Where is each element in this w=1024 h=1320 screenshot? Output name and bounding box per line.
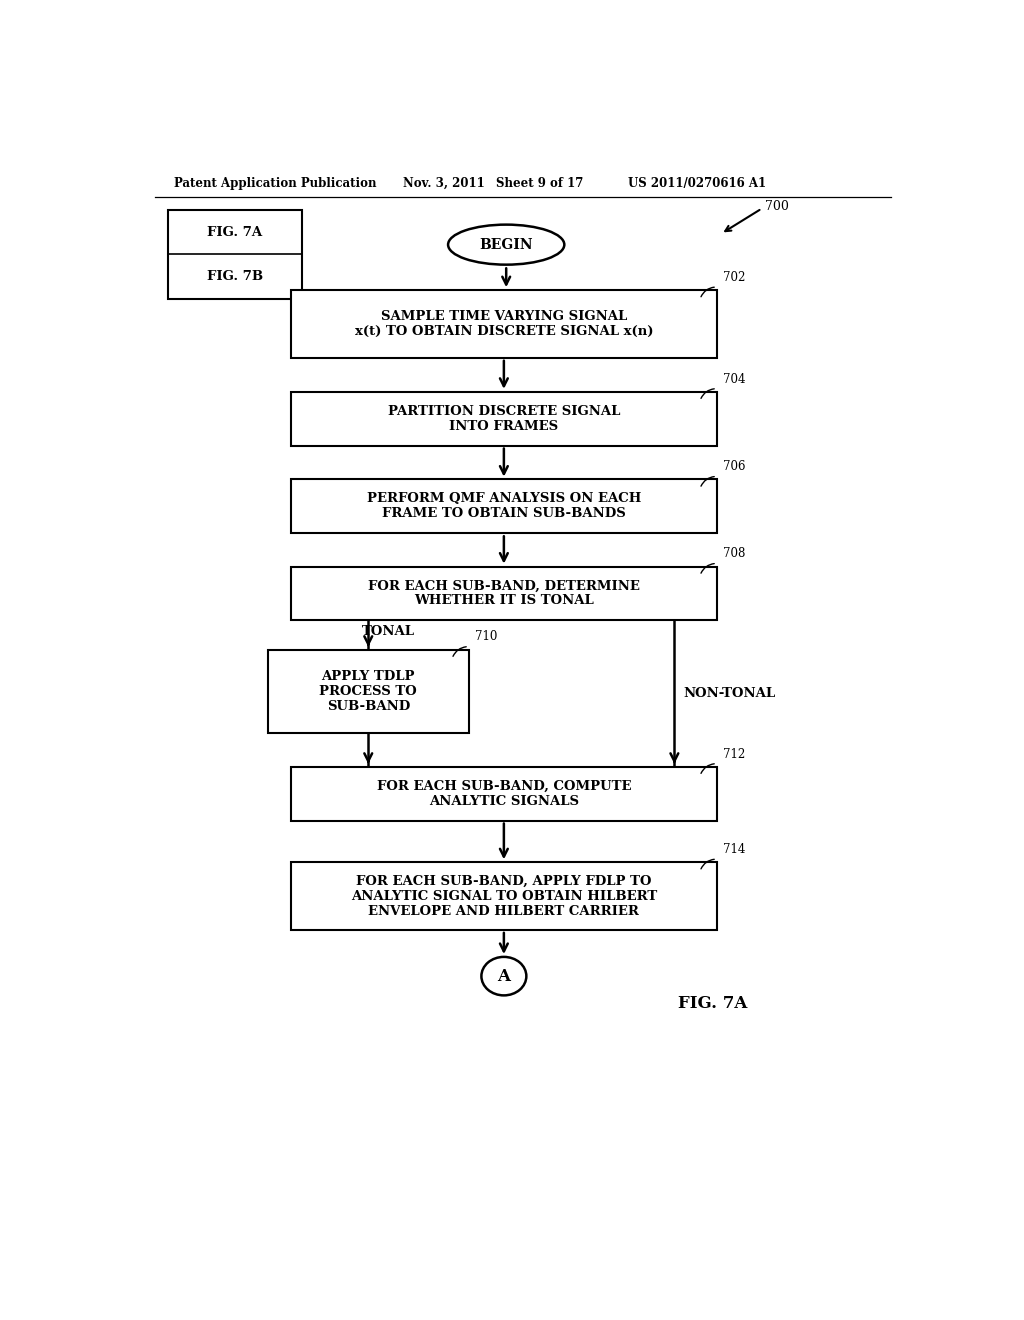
Text: SAMPLE TIME VARYING SIGNAL
x(t) TO OBTAIN DISCRETE SIGNAL x(n): SAMPLE TIME VARYING SIGNAL x(t) TO OBTAI… [354, 310, 653, 338]
FancyBboxPatch shape [291, 290, 717, 358]
Text: FIG. 7A: FIG. 7A [208, 226, 262, 239]
FancyBboxPatch shape [291, 392, 717, 446]
Text: Nov. 3, 2011: Nov. 3, 2011 [403, 177, 485, 190]
Text: FIG. 7B: FIG. 7B [207, 269, 263, 282]
Ellipse shape [449, 224, 564, 264]
Text: 712: 712 [723, 747, 745, 760]
FancyBboxPatch shape [291, 479, 717, 533]
Text: PERFORM QMF ANALYSIS ON EACH
FRAME TO OBTAIN SUB-BANDS: PERFORM QMF ANALYSIS ON EACH FRAME TO OB… [367, 492, 641, 520]
Text: BEGIN: BEGIN [479, 238, 534, 252]
Text: 700: 700 [765, 199, 788, 213]
Text: FOR EACH SUB-BAND, COMPUTE
ANALYTIC SIGNALS: FOR EACH SUB-BAND, COMPUTE ANALYTIC SIGN… [377, 780, 631, 808]
FancyBboxPatch shape [291, 862, 717, 929]
Text: 704: 704 [723, 372, 745, 385]
FancyBboxPatch shape [291, 767, 717, 821]
Ellipse shape [481, 957, 526, 995]
Text: FIG. 7A: FIG. 7A [678, 994, 748, 1011]
Text: 708: 708 [723, 548, 745, 561]
Text: Sheet 9 of 17: Sheet 9 of 17 [496, 177, 584, 190]
Text: A: A [498, 968, 510, 985]
Text: APPLY TDLP
PROCESS TO
SUB-BAND: APPLY TDLP PROCESS TO SUB-BAND [319, 669, 417, 713]
FancyBboxPatch shape [291, 566, 717, 620]
Text: FOR EACH SUB-BAND, DETERMINE
WHETHER IT IS TONAL: FOR EACH SUB-BAND, DETERMINE WHETHER IT … [368, 579, 640, 607]
Text: TONAL: TONAL [362, 626, 415, 638]
Text: FOR EACH SUB-BAND, APPLY FDLP TO
ANALYTIC SIGNAL TO OBTAIN HILBERT
ENVELOPE AND : FOR EACH SUB-BAND, APPLY FDLP TO ANALYTI… [351, 875, 657, 917]
Text: Patent Application Publication: Patent Application Publication [174, 177, 377, 190]
FancyBboxPatch shape [267, 649, 469, 733]
Text: PARTITION DISCRETE SIGNAL
INTO FRAMES: PARTITION DISCRETE SIGNAL INTO FRAMES [388, 405, 621, 433]
Text: 710: 710 [475, 631, 498, 644]
Text: US 2011/0270616 A1: US 2011/0270616 A1 [628, 177, 766, 190]
Text: 702: 702 [723, 271, 745, 284]
Text: 714: 714 [723, 843, 745, 857]
FancyBboxPatch shape [168, 210, 302, 298]
Text: NON-TONAL: NON-TONAL [684, 686, 776, 700]
Text: 706: 706 [723, 461, 745, 474]
